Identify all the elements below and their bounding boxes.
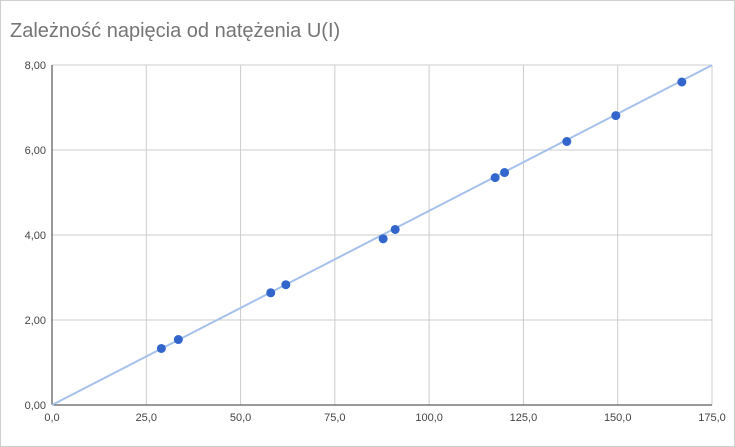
data-point [611, 111, 621, 121]
y-tick-label: 6,00 [25, 145, 46, 157]
data-point [156, 343, 166, 353]
data-point [378, 234, 388, 244]
data-point [500, 168, 510, 178]
x-tick-label: 0,0 [44, 412, 59, 424]
x-tick-label: 25,0 [136, 412, 157, 424]
x-tick-label: 75,0 [324, 412, 345, 424]
data-point [390, 224, 400, 234]
data-point [266, 288, 276, 298]
y-tick-label: 2,00 [25, 315, 46, 327]
data-point [173, 335, 183, 345]
data-point [677, 77, 687, 87]
data-point [562, 137, 572, 146]
x-tick-label: 150,0 [604, 412, 632, 424]
x-tick-label: 100,0 [415, 412, 443, 424]
chart-title: Zależność napięcia od natężenia U(I) [10, 20, 341, 42]
y-tick-label: 0,00 [25, 400, 46, 412]
data-point [490, 173, 500, 183]
x-tick-label: 175,0 [698, 412, 726, 424]
x-tick-label: 125,0 [510, 412, 538, 424]
y-tick-label: 8,00 [25, 60, 46, 72]
x-tick-label: 50,0 [230, 412, 251, 424]
y-tick-label: 4,00 [25, 230, 46, 242]
data-point [281, 280, 291, 290]
